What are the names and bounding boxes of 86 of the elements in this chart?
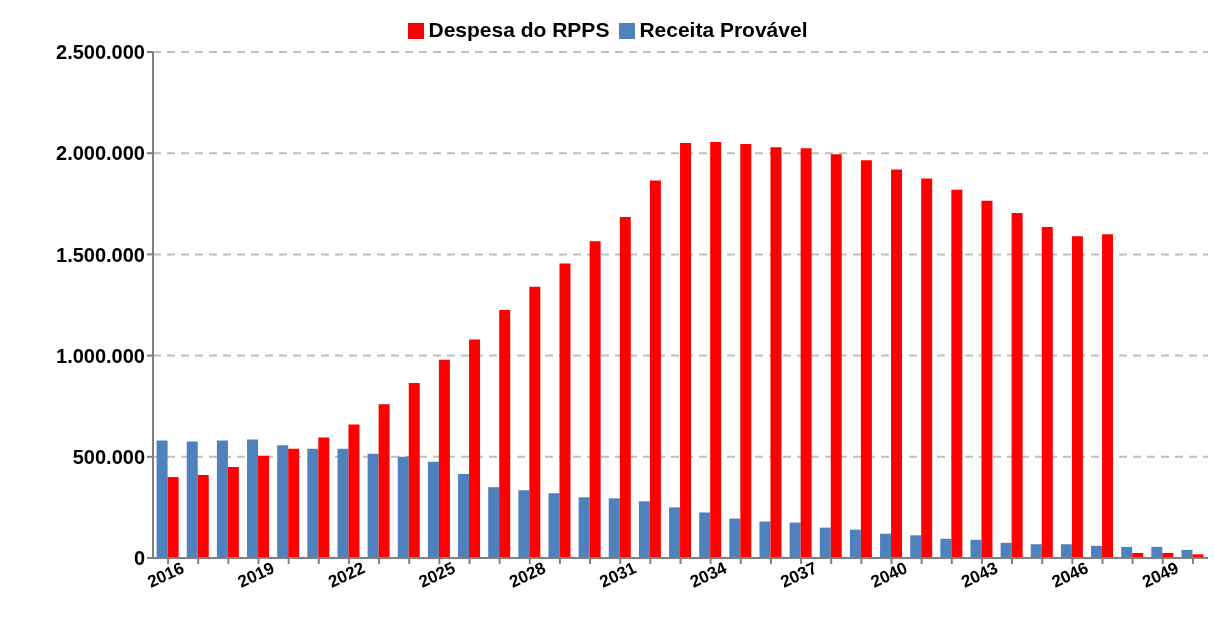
bar [830,154,842,558]
bar [559,263,571,558]
y-tick-label: 2.000.000 [56,142,145,165]
bar [891,169,903,558]
bar [438,359,450,558]
bar [337,448,349,558]
bar [740,144,752,558]
bar [1102,234,1114,558]
x-tick-label: 2022 [325,558,368,592]
bar [880,533,892,558]
x-tick-label: 2028 [506,558,549,592]
bar [789,522,801,558]
bar [770,147,782,558]
bar [729,518,741,558]
y-tick-label: 0 [133,547,145,570]
bar [367,453,379,558]
bar [499,310,511,558]
x-tick-label: 2025 [415,558,459,592]
bar [156,440,168,558]
y-tick-label: 2.500.000 [56,41,145,64]
bar [1060,544,1072,558]
bar [529,286,541,558]
x-tick-label: 2046 [1048,558,1092,592]
y-tick-label: 500.000 [72,445,145,468]
bar [348,424,360,558]
y-tick-label: 1.500.000 [56,243,145,266]
legend-label: Despesa do RPPS [428,18,610,41]
bar [378,404,390,558]
bar [247,439,259,558]
bar [318,437,330,558]
bar [548,493,560,558]
bar [518,490,530,558]
bar [940,538,952,558]
x-tick-label: 2043 [958,558,1001,592]
bar [638,501,650,558]
y-tick-label: 1.000.000 [56,344,145,367]
bar [910,535,922,558]
x-tick-label: 2037 [777,558,820,592]
bar [469,339,481,558]
bar [397,456,409,558]
x-tick-label: 2019 [235,558,278,592]
bar [307,448,319,558]
bar [578,497,590,558]
bar [608,498,620,558]
bar [258,455,270,558]
bar [1091,545,1103,558]
bar [227,466,239,558]
x-tick-label: 2049 [1139,558,1182,592]
bar [970,539,982,558]
bar [427,461,439,558]
bar [860,160,872,558]
bar [819,527,831,558]
bar [1041,227,1053,558]
bar [1030,544,1042,558]
x-tick-label: 2040 [868,558,911,592]
bar [849,529,861,558]
bar [669,507,681,558]
legend-label: Receita Provável [639,18,808,41]
bar [680,143,692,558]
bar [759,521,771,558]
bar [710,142,722,558]
bar [589,241,601,558]
x-tick-label: 2031 [596,558,640,592]
x-tick-label: 2034 [687,558,730,592]
bar [197,475,209,558]
bar [1151,546,1163,558]
bar [699,512,711,558]
bar [186,441,198,558]
bar [216,440,228,558]
bar [458,474,470,558]
bar [408,382,420,558]
bar [800,148,812,558]
bar [488,487,500,558]
bar [619,216,631,558]
bar [167,477,179,558]
bar [1071,236,1083,558]
bar [1121,546,1133,558]
bar [1011,212,1023,558]
bar [288,448,300,558]
bar [649,180,661,558]
bar [981,200,993,558]
bar [277,445,289,558]
bar [1000,542,1012,558]
bar [921,178,933,558]
x-tick-label: 2016 [144,558,187,592]
bar [951,189,963,558]
